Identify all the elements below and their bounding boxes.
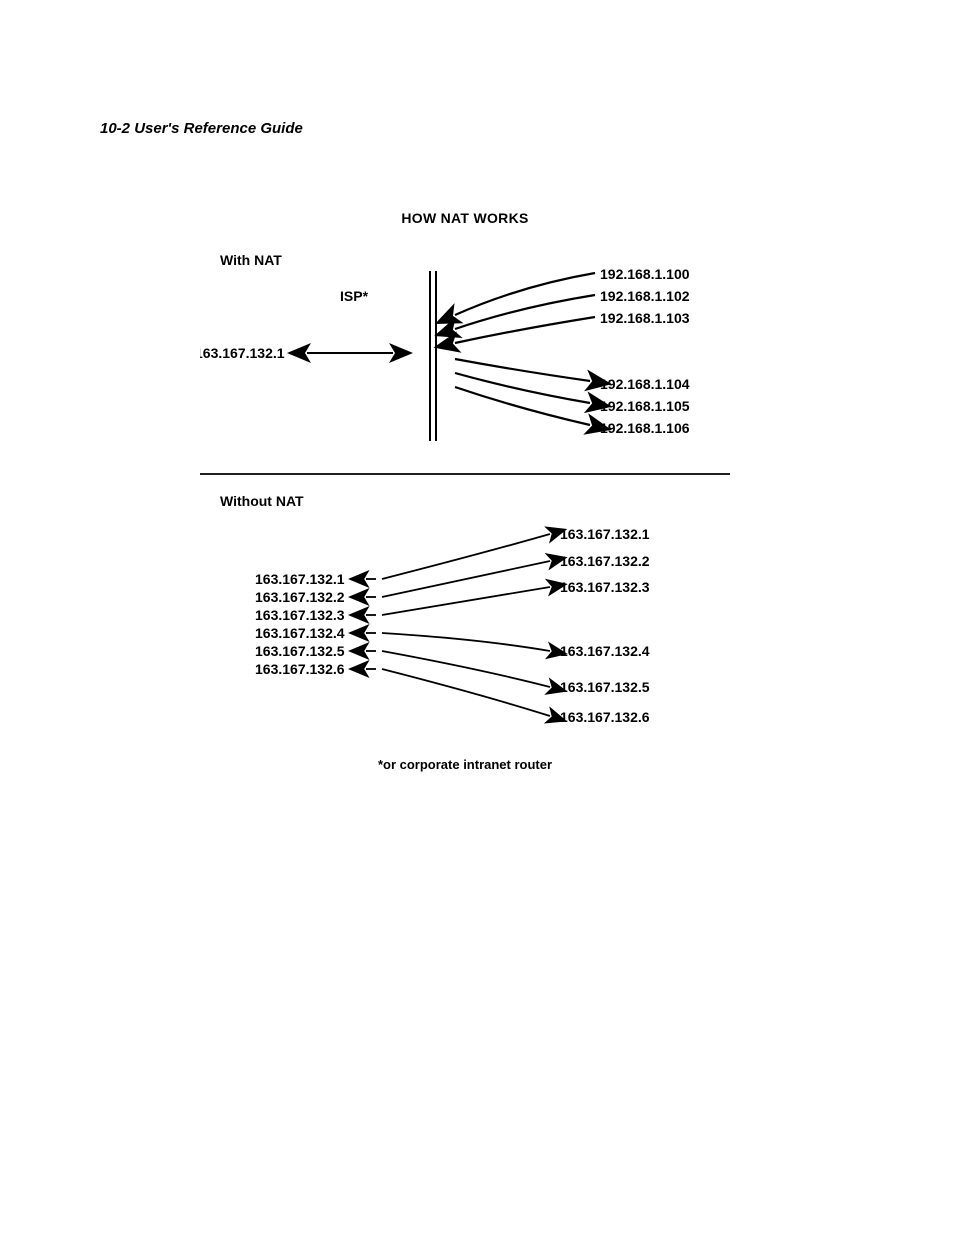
page: 10-2 User's Reference Guide HOW NAT WORK… [0, 0, 954, 1235]
wo-arrow-3 [382, 633, 550, 651]
wo-left-ip-1: 163.167.132.2 [255, 589, 345, 605]
wo-left-ip-5: 163.167.132.6 [255, 661, 345, 677]
arrow-in-1 [455, 295, 595, 329]
with-nat-right-ip-3: 192.168.1.104 [600, 376, 690, 392]
with-nat-right-ip-5: 192.168.1.106 [600, 420, 690, 436]
with-nat-right-ip-0: 192.168.1.100 [600, 266, 690, 282]
diagram-title: HOW NAT WORKS [200, 210, 730, 226]
wo-right-ip-2: 163.167.132.3 [560, 579, 650, 595]
section-divider-svg [200, 469, 730, 479]
with-nat-left-ip: 163.167.132.1 [200, 345, 285, 361]
with-nat-right-ip-4: 192.168.1.105 [600, 398, 690, 414]
wo-arrow-5 [382, 669, 550, 716]
wo-right-ip-3: 163.167.132.4 [560, 643, 650, 659]
wo-right-ip-1: 163.167.132.2 [560, 553, 650, 569]
isp-label: ISP* [340, 288, 369, 304]
wo-arrow-4 [382, 651, 550, 687]
arrow-in-2 [455, 317, 595, 343]
wo-right-ip-5: 163.167.132.6 [560, 709, 650, 725]
arrow-out-2 [455, 387, 590, 425]
wo-left-ip-0: 163.167.132.1 [255, 571, 345, 587]
wo-arrow-0 [382, 534, 550, 579]
without-nat-svg: Without NAT 163.167.132.1 163.167.132.2 … [200, 484, 730, 744]
wo-left-ip-4: 163.167.132.5 [255, 643, 345, 659]
diagram-footnote: *or corporate intranet router [200, 757, 730, 772]
with-nat-right-ip-1: 192.168.1.102 [600, 288, 690, 304]
wo-right-ip-0: 163.167.132.1 [560, 526, 650, 542]
page-header: 10-2 User's Reference Guide [100, 120, 303, 137]
wo-right-ip-4: 163.167.132.5 [560, 679, 650, 695]
wo-left-ip-2: 163.167.132.3 [255, 607, 345, 623]
with-nat-label: With NAT [220, 252, 282, 268]
diagram-container: HOW NAT WORKS With NAT ISP* 163.167.132.… [200, 210, 730, 772]
wo-left-ip-3: 163.167.132.4 [255, 625, 345, 641]
without-nat-label: Without NAT [220, 493, 304, 509]
with-nat-right-ip-2: 192.168.1.103 [600, 310, 690, 326]
with-nat-svg: With NAT ISP* 163.167.132.1 192.168.1.10… [200, 251, 730, 461]
